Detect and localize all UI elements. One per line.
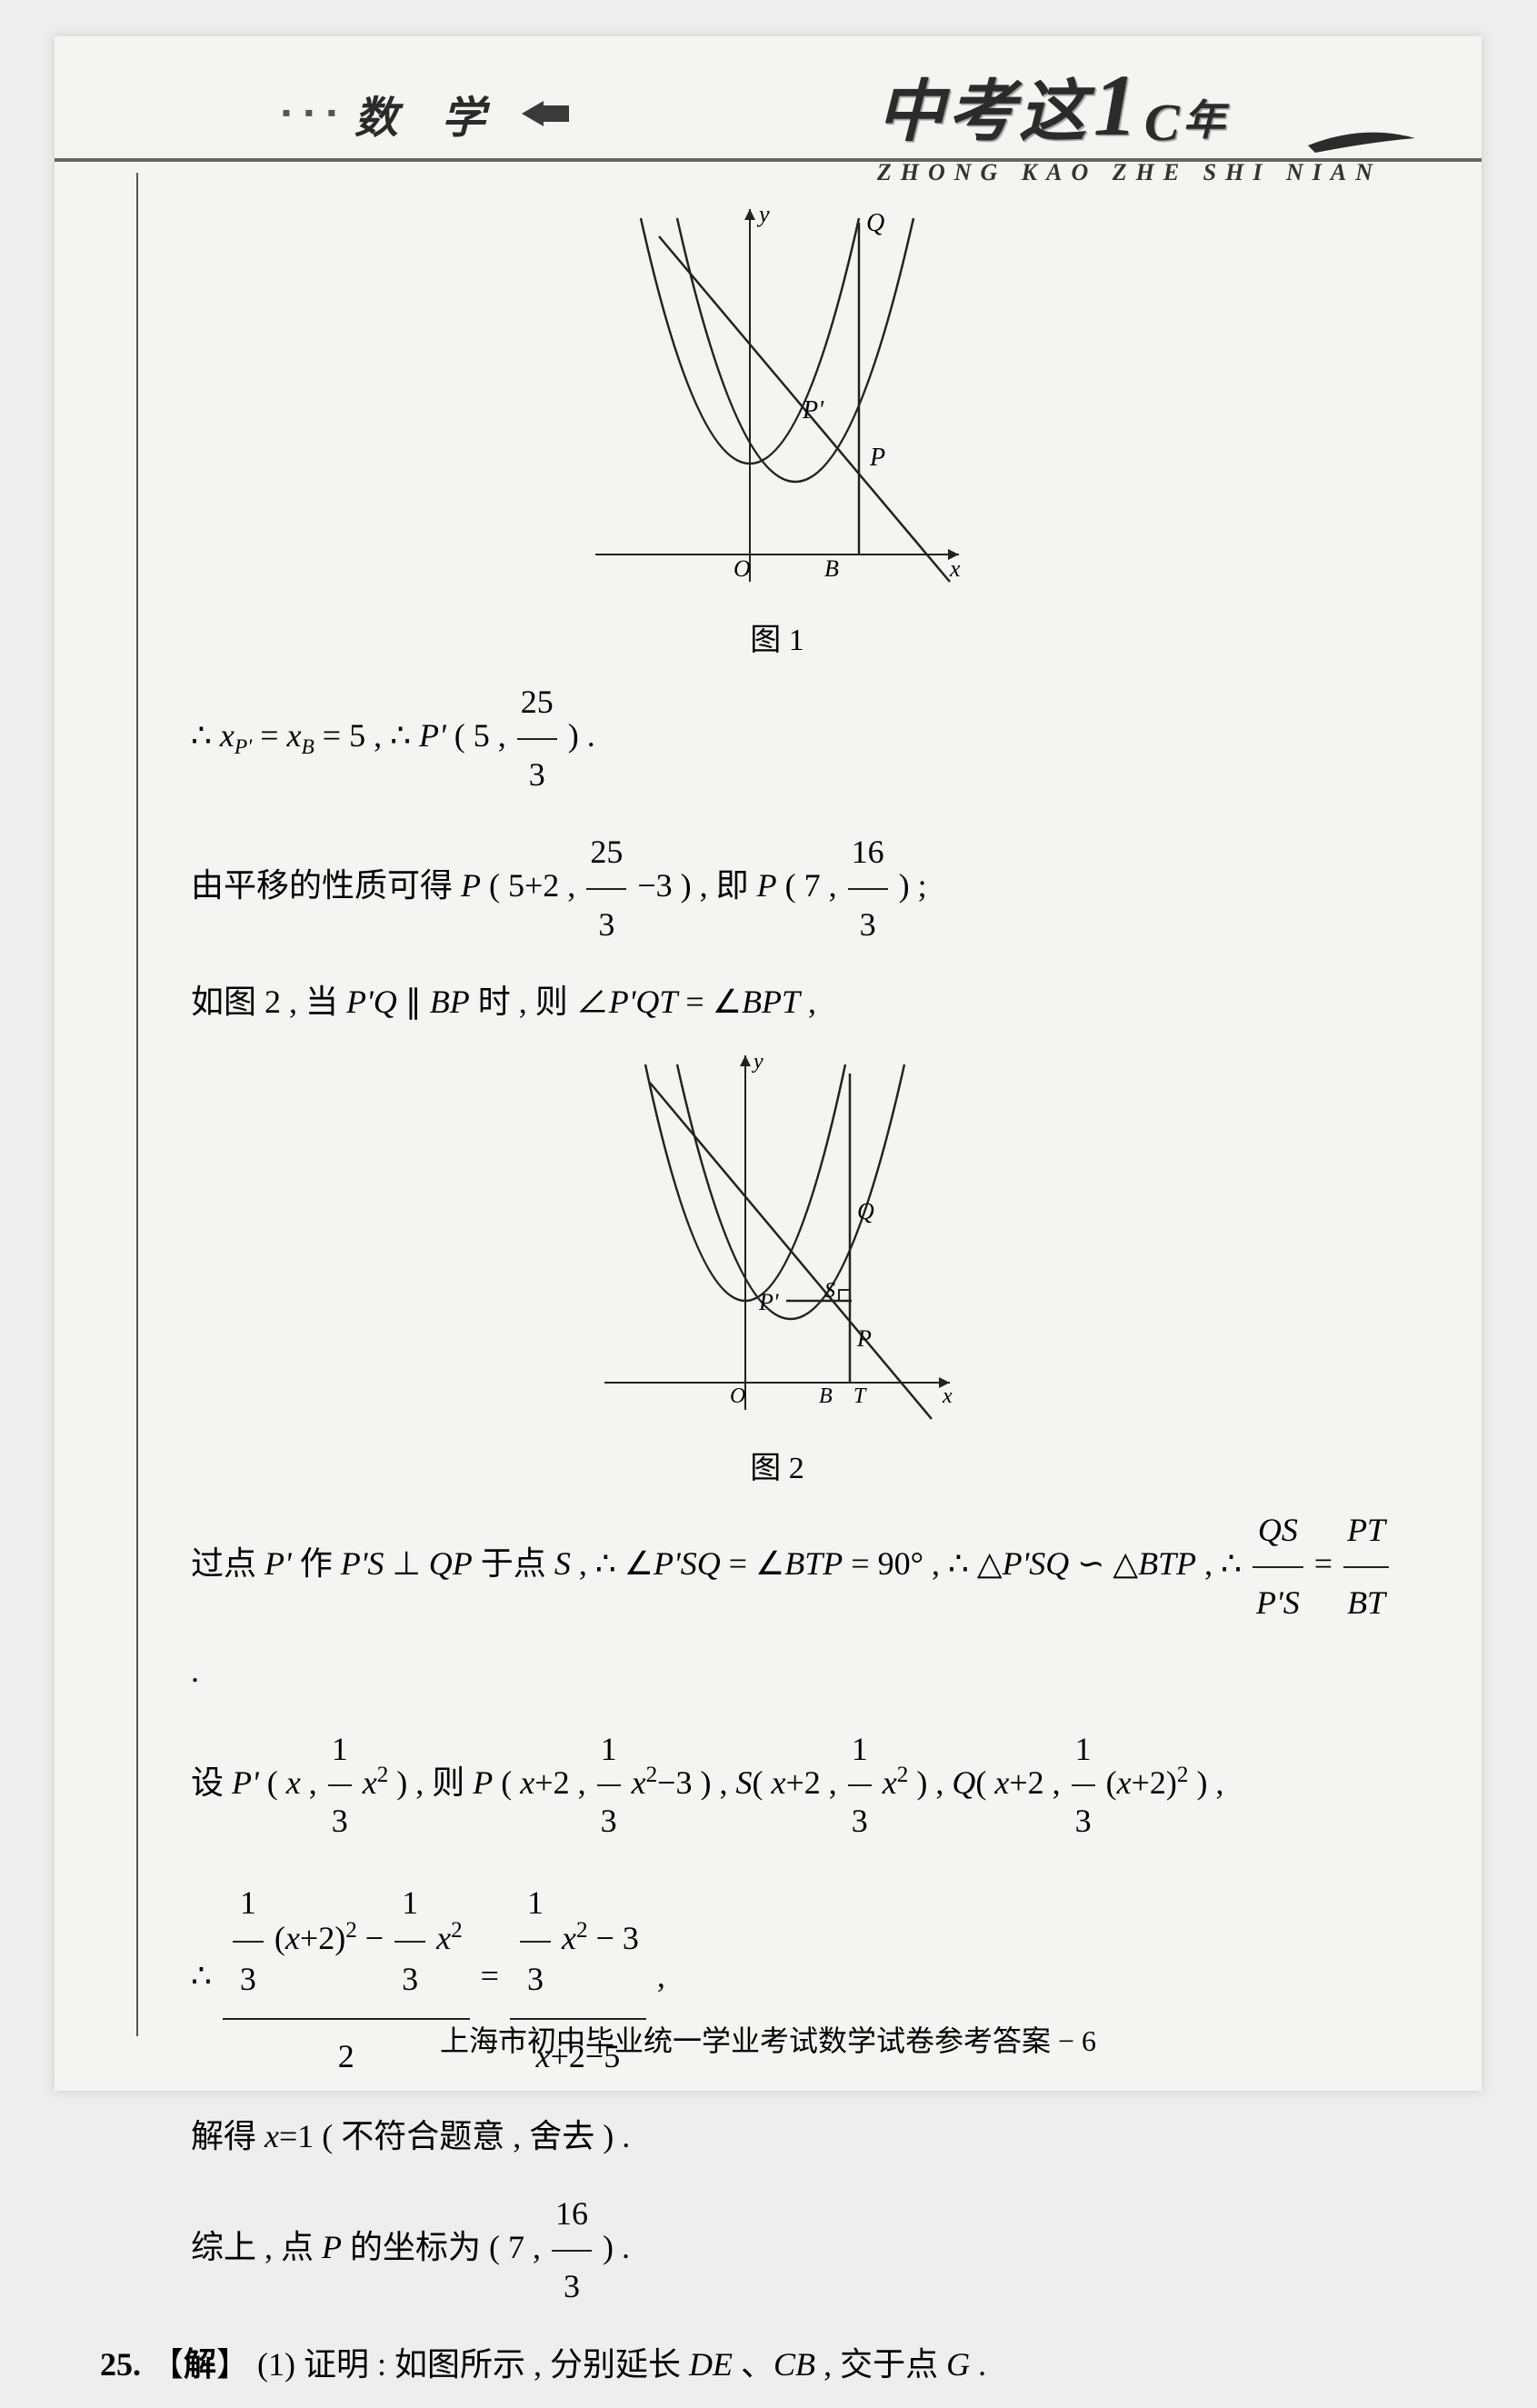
line-4: 过点 P' 作 P'S ⊥ QP 于点 S , ∴ ∠P'SQ = ∠BTP =… bbox=[155, 1496, 1400, 1706]
line-2: 由平移的性质可得 P ( 5+2 , 253 −3 ) , 即 P ( 7 , … bbox=[155, 818, 1400, 959]
figure-1-svg: y x O B Q P P' bbox=[577, 200, 977, 609]
line-3: 如图 2 , 当 P'Q ∥ BP 时 , 则 ∠P'QT = ∠BPT , bbox=[155, 968, 1400, 1037]
svg-text:Q: Q bbox=[857, 1198, 874, 1224]
subject-row: ▪ ▪ ▪ 数 学 bbox=[282, 82, 569, 145]
figure-2: y x O B T Q P P' S 图 2 bbox=[155, 1046, 1400, 1487]
page-footer: 上海市初中毕业统一学业考试数学试卷参考答案 − 6 bbox=[55, 2018, 1482, 2060]
figure-2-svg: y x O B T Q P P' S bbox=[586, 1046, 968, 1437]
svg-text:x: x bbox=[942, 1384, 953, 1408]
svg-text:y: y bbox=[752, 1050, 764, 1074]
chevron-left-icon bbox=[516, 101, 569, 126]
logo-one: 1 bbox=[1093, 55, 1141, 155]
origin-label: O bbox=[734, 555, 751, 582]
figure-1: y x O B Q P P' 图 1 bbox=[155, 200, 1400, 659]
logo-text-1: 中考这 bbox=[877, 57, 1090, 155]
logo-pinyin: ZHONG KAO ZHE SHI NIAN bbox=[877, 159, 1382, 186]
point-pp-label: P' bbox=[802, 396, 824, 425]
line-5: 设 P' ( x , 13 x2 ) , 则 P ( x+2 , 13 x2−3… bbox=[155, 1715, 1400, 1856]
logo-c: C bbox=[1144, 93, 1183, 152]
svg-text:B: B bbox=[819, 1384, 833, 1408]
svg-text:P: P bbox=[856, 1325, 872, 1352]
page: ▪ ▪ ▪ 数 学 中考这 1 C 年 ZHONG KAO ZHE SHI NI… bbox=[55, 36, 1482, 2091]
axis-x-label: x bbox=[949, 555, 961, 582]
logo-nian: 年 bbox=[1183, 87, 1229, 147]
dots-icon: ▪ ▪ ▪ bbox=[282, 99, 340, 128]
margin-rule bbox=[136, 173, 138, 2036]
content-body: y x O B Q P P' 图 1 ∴ xP' = xB = 5 , ∴ P'… bbox=[155, 191, 1400, 2408]
line-7: 解得 x=1 ( 不符合题意 , 舍去 ) . bbox=[155, 2103, 1400, 2172]
solution-label: 解 bbox=[184, 2346, 216, 2383]
question-number: 25. bbox=[100, 2346, 141, 2383]
line-1: ∴ xP' = xB = 5 , ∴ P' ( 5 , 253 ) . bbox=[155, 668, 1400, 809]
svg-text:T: T bbox=[853, 1384, 867, 1408]
svg-text:P': P' bbox=[758, 1289, 779, 1315]
point-p-label: P bbox=[869, 444, 885, 472]
figure-2-caption: 图 2 bbox=[155, 1443, 1400, 1487]
swoosh-icon bbox=[1308, 129, 1417, 156]
book-logo: 中考这 1 C 年 ZHONG KAO ZHE SHI NIAN bbox=[877, 55, 1382, 186]
point-b-label: B bbox=[824, 555, 839, 582]
svg-text:O: O bbox=[730, 1384, 745, 1408]
point-q-label: Q bbox=[866, 209, 884, 237]
header: ▪ ▪ ▪ 数 学 中考这 1 C 年 ZHONG KAO ZHE SHI NI… bbox=[55, 36, 1482, 164]
line-8: 综上 , 点 P 的坐标为 ( 7 , 163 ) . bbox=[155, 2180, 1400, 2321]
subject-label: 数 学 bbox=[354, 82, 502, 145]
line-25: 25. 【解】 (1) 证明 : 如图所示 , 分别延长 DE 、CB , 交于… bbox=[100, 2331, 1400, 2400]
svg-text:S: S bbox=[824, 1279, 835, 1303]
header-rule bbox=[55, 158, 1482, 162]
figure-1-caption: 图 1 bbox=[155, 614, 1400, 659]
axis-y-label: y bbox=[756, 201, 770, 227]
